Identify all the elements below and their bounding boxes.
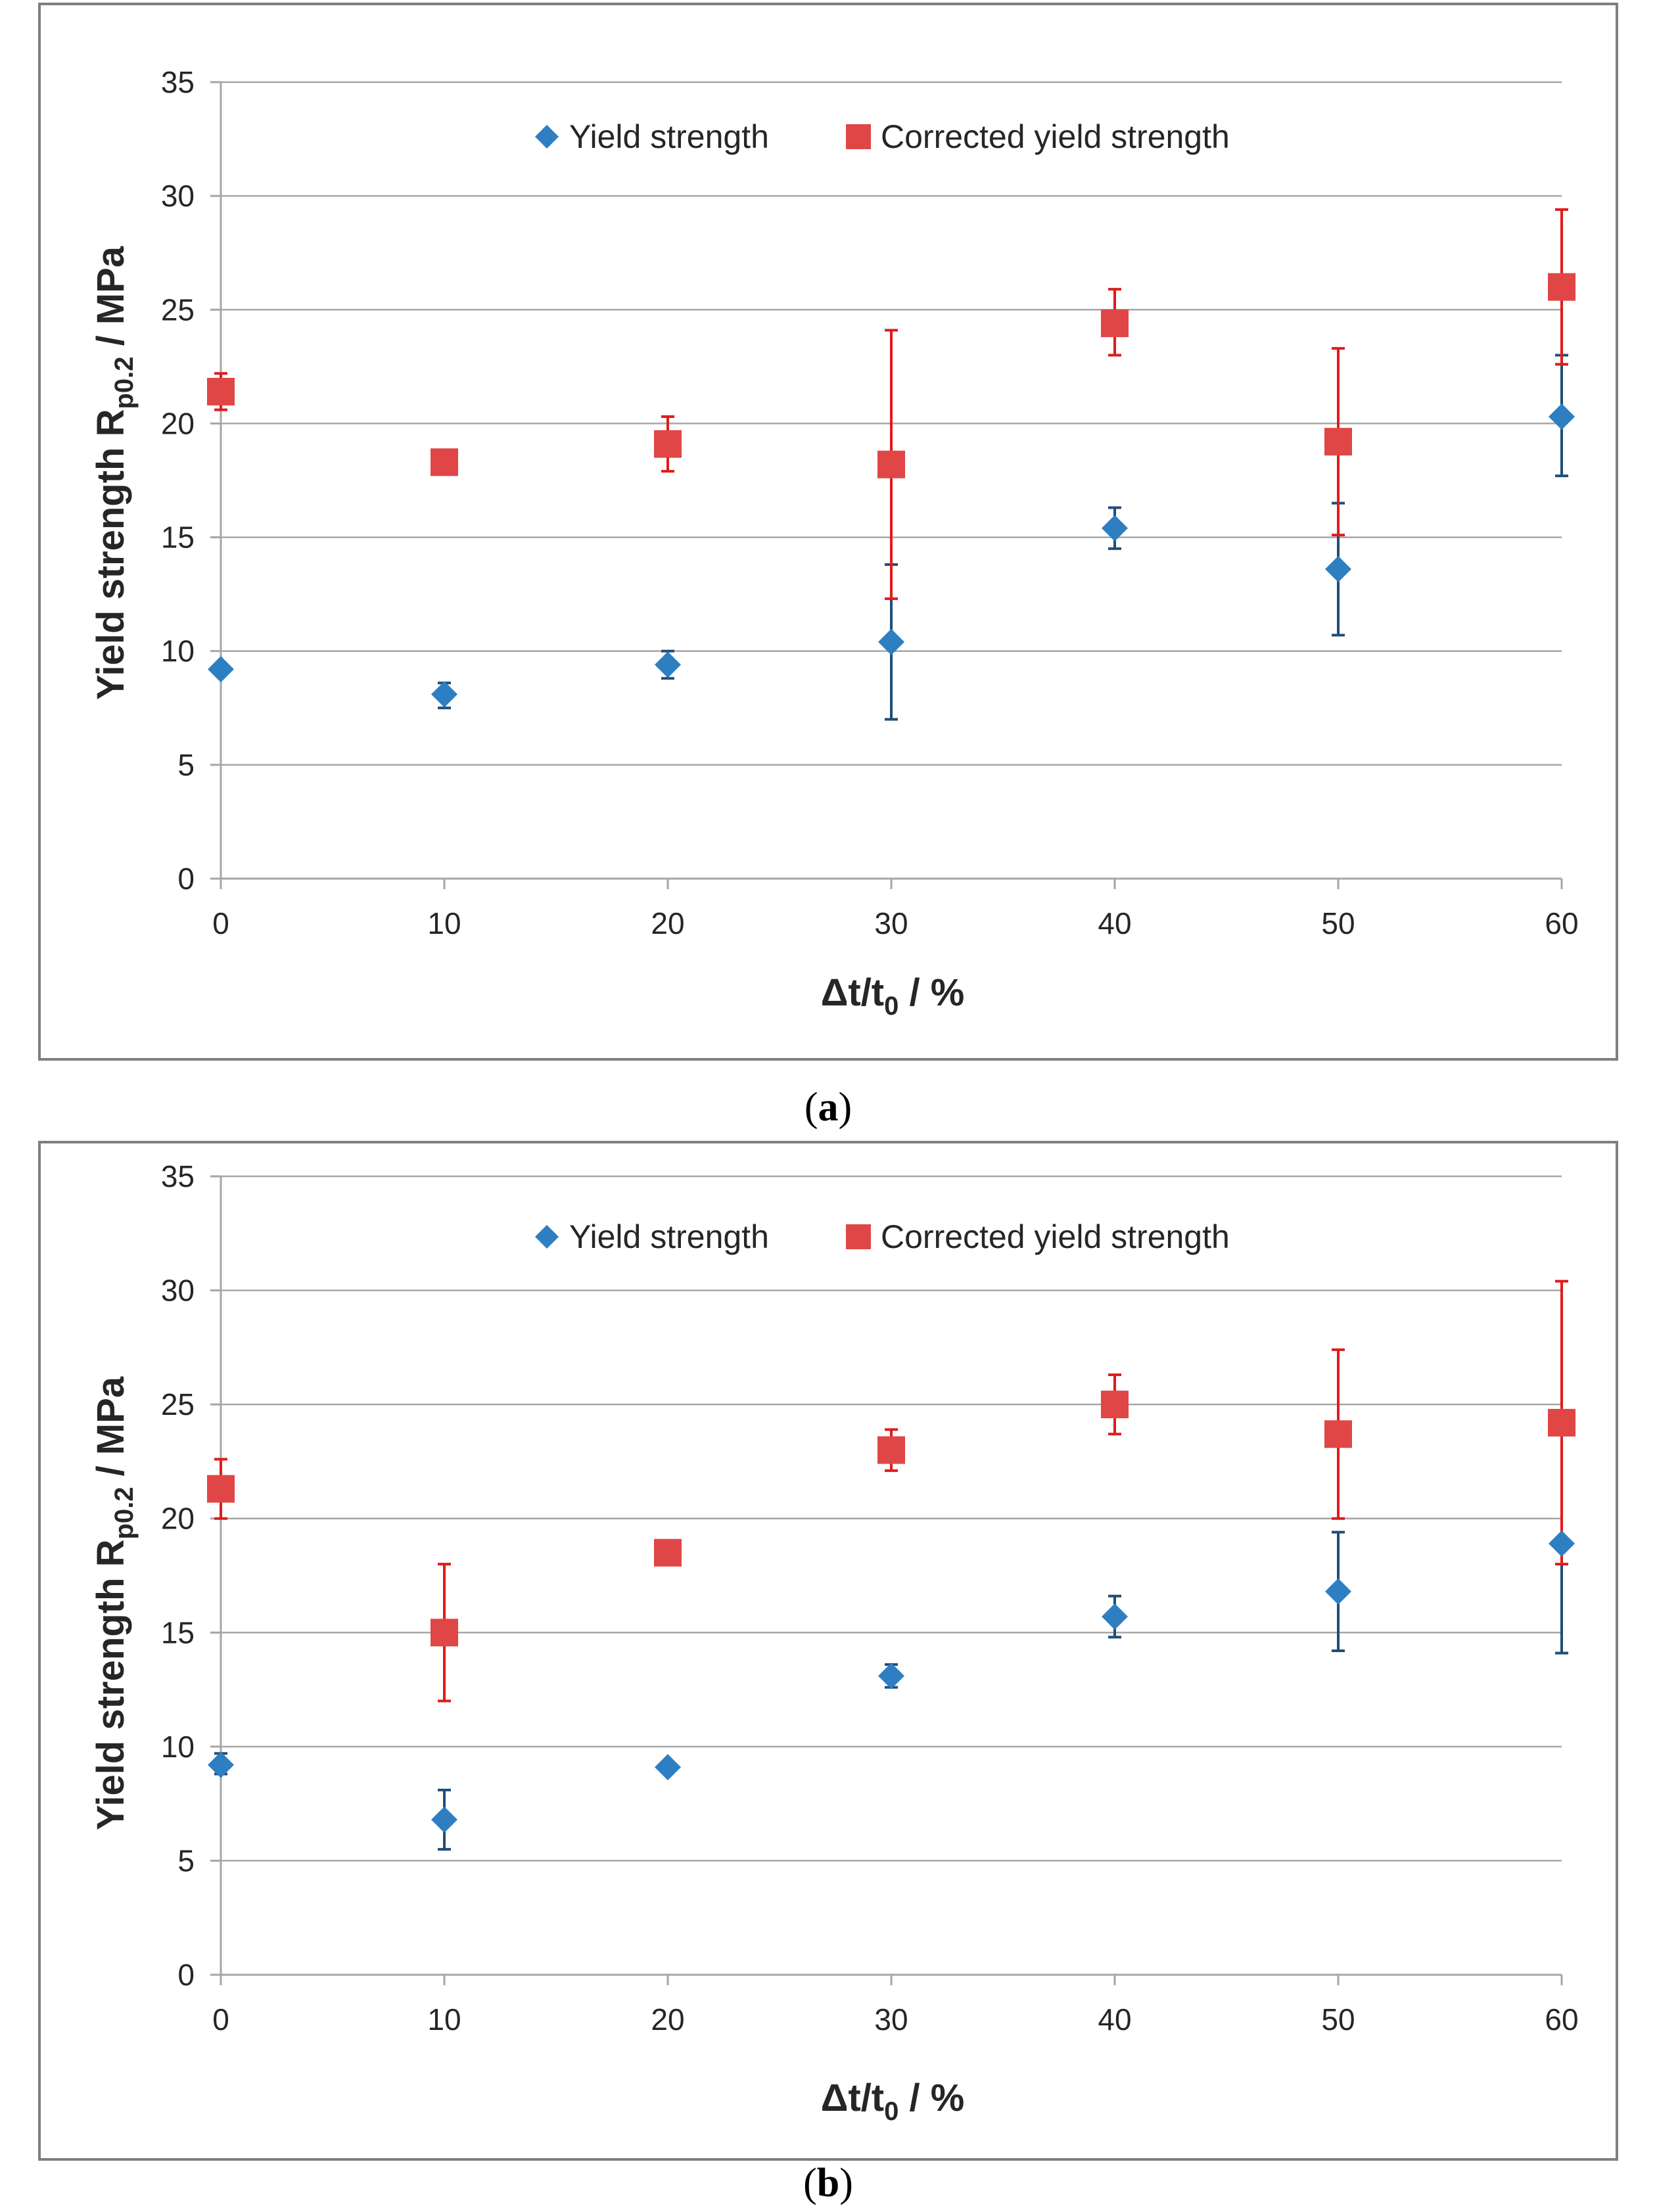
y-tick-label: 5: [177, 1843, 195, 1878]
y-axis-title: Yield strength Rp0.2 / MPa: [89, 1376, 139, 1830]
gridlines: [221, 1175, 1562, 1862]
y-tick-label: 35: [161, 65, 195, 99]
x-tick-label: 0: [212, 2002, 229, 2037]
x-tick-label: 50: [1321, 906, 1355, 940]
x-tick-label: 50: [1321, 2002, 1355, 2037]
data-point-corrected: [1324, 1420, 1352, 1448]
panel-a-caption: (a): [805, 1085, 852, 1130]
chart-panel-b: 0 5 10 15 20 25 30 35 0 10 20 30 40 50 60 Yield streng…: [38, 1141, 1618, 2161]
data-point-yield: [1549, 403, 1575, 430]
data-point-corrected: [1101, 1391, 1129, 1419]
data-point-yield: [1325, 1578, 1351, 1605]
data-point-corrected: [1548, 1408, 1575, 1437]
y-tick-label: 0: [177, 862, 195, 896]
y-tick-label: 30: [161, 179, 195, 213]
legend: Yield strength Corrected yield strength: [535, 118, 1230, 155]
panel-frame: [38, 1141, 1618, 2161]
y-tick-label: 30: [161, 1274, 195, 1308]
data-point-yield: [431, 1806, 457, 1833]
x-tick-label: 60: [1545, 2002, 1578, 2037]
data-point-corrected: [207, 1475, 235, 1503]
data-point-corrected: [431, 448, 458, 476]
data-point-yield: [1102, 1603, 1128, 1630]
y-tick-label: 0: [177, 1958, 195, 1992]
x-tick-label: 0: [212, 906, 229, 940]
axes: 0 5 10 15 20 25 30 35 0 10 20 30 40 50 60: [161, 1159, 1579, 2037]
x-tick-label: 40: [1098, 2002, 1131, 2037]
data-point-yield: [655, 651, 681, 678]
legend-label-corrected: Corrected yield strength: [881, 118, 1230, 155]
x-axis-title: Δt/t0 / %: [821, 971, 965, 1021]
x-tick-label: 30: [874, 2002, 908, 2037]
y-tick-label: 5: [177, 748, 195, 782]
data-point-corrected: [1324, 428, 1352, 456]
data-point-yield: [208, 1751, 234, 1778]
data-points: [207, 1391, 1575, 1833]
data-point-corrected: [207, 377, 235, 405]
legend-label-yield: Yield strength: [569, 118, 769, 155]
legend-marker-yield: [535, 125, 559, 149]
data-point-yield: [208, 656, 234, 683]
x-tick-label: 20: [651, 906, 684, 940]
data-point-yield: [655, 1754, 681, 1781]
y-tick-label: 10: [161, 634, 195, 668]
legend: Yield strength Corrected yield strength: [535, 1218, 1230, 1255]
y-tick-label: 20: [161, 1502, 195, 1536]
data-point-corrected: [431, 1619, 458, 1647]
y-tick-label: 15: [161, 1615, 195, 1649]
data-point-corrected: [654, 430, 682, 458]
x-axis-title: Δt/t0 / %: [821, 2077, 965, 2126]
data-point-yield: [1102, 515, 1128, 541]
x-tick-label: 20: [651, 2002, 684, 2037]
chart-panel-a: 0 5 10 15 20 25 30 35 0 10 20 30 40 50 60 Yield streng…: [38, 3, 1618, 1061]
x-tick-label: 30: [874, 906, 908, 940]
panel-b-caption: (b): [803, 2161, 853, 2205]
y-tick-label: 25: [161, 292, 195, 327]
data-point-corrected: [877, 450, 905, 478]
data-point-corrected: [1101, 310, 1129, 338]
legend-marker-corrected: [846, 124, 871, 149]
data-point-yield: [431, 681, 457, 708]
y-tick-label: 35: [161, 1159, 195, 1193]
y-tick-label: 20: [161, 406, 195, 440]
y-tick-label: 25: [161, 1387, 195, 1421]
legend-label-yield: Yield strength: [569, 1218, 769, 1255]
data-point-corrected: [877, 1436, 905, 1464]
x-tick-label: 60: [1545, 906, 1578, 940]
y-tick-label: 10: [161, 1730, 195, 1764]
y-tick-label: 15: [161, 520, 195, 555]
data-point-corrected: [654, 1538, 682, 1567]
data-point-corrected: [1548, 273, 1575, 301]
data-point-yield: [1325, 556, 1351, 583]
x-tick-label: 10: [427, 906, 461, 940]
data-points: [207, 273, 1575, 708]
x-tick-label: 10: [427, 2002, 461, 2037]
data-point-yield: [1549, 1530, 1575, 1557]
data-point-yield: [878, 1663, 904, 1690]
panel-frame: [38, 3, 1618, 1061]
legend-marker-corrected: [846, 1224, 871, 1249]
legend-label-corrected: Corrected yield strength: [881, 1218, 1230, 1255]
y-axis-title: Yield strength Rp0.2 / MPa: [89, 246, 139, 700]
x-tick-label: 40: [1098, 906, 1131, 940]
legend-marker-yield: [535, 1225, 559, 1249]
axes: 0 5 10 15 20 25 30 35 0 10 20 30 40 50 60: [161, 65, 1579, 940]
data-point-yield: [878, 628, 904, 655]
